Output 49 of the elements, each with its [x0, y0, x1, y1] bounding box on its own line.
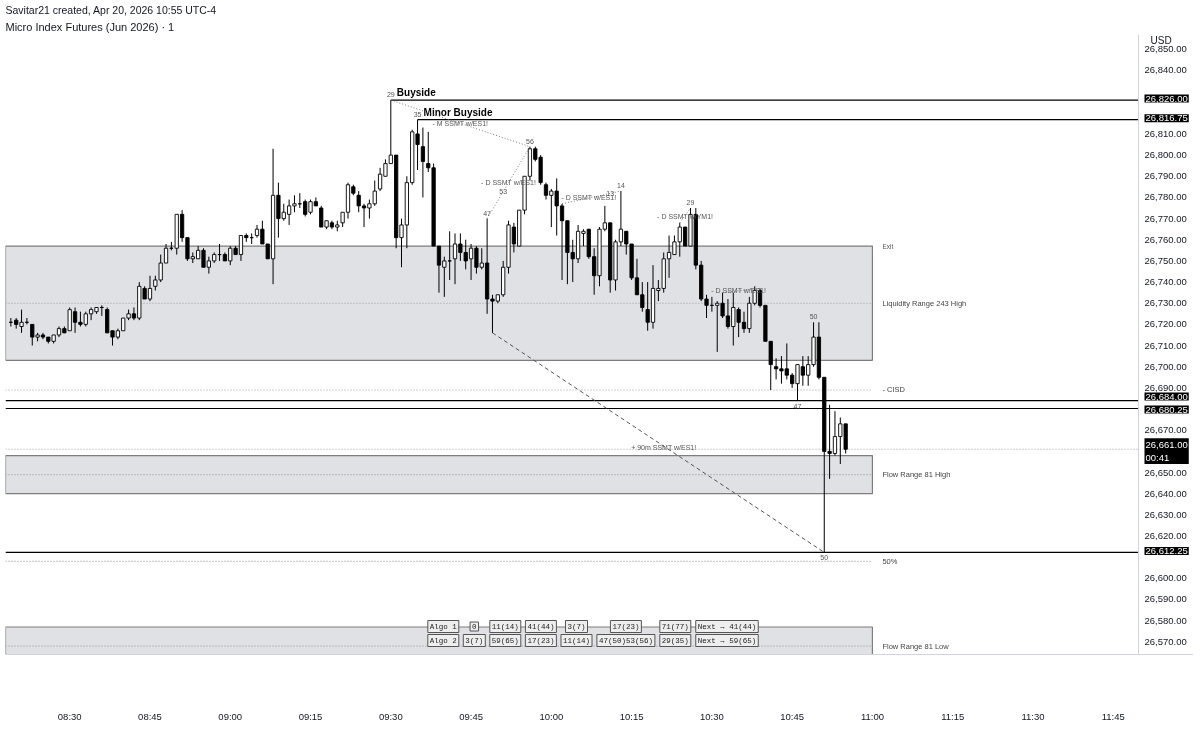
- y-tick-label: 26,800.00: [1144, 149, 1187, 161]
- chart-title: Micro Index Futures (Jun 2026) · 1: [5, 20, 175, 33]
- y-tick-label: 26,590.00: [1144, 593, 1187, 605]
- y-tick-label: 26,760.00: [1144, 233, 1187, 245]
- y-tick-label: 26,730.00: [1144, 297, 1187, 309]
- y-tick-label: 26,790.00: [1144, 170, 1187, 182]
- x-tick-label: 10:30: [699, 710, 724, 722]
- y-tick-label: 26,661.00 00:41: [1145, 439, 1188, 463]
- y-tick-label: 26,620.00: [1144, 530, 1187, 541]
- y-tick-label: 26,700.00: [1144, 360, 1187, 372]
- y-tick-label: 26,680.25: [1145, 403, 1188, 415]
- y-tick-label: 26,780.00: [1144, 191, 1187, 203]
- y-tick-label: 26,770.00: [1144, 212, 1187, 224]
- y-tick-label: 26,840.00: [1144, 64, 1187, 76]
- y-tick-label: 26,850.00: [1144, 43, 1187, 55]
- x-tick-label: 11:00: [860, 710, 884, 722]
- ref-line-label: Buyside: [396, 87, 437, 99]
- chart-subtitle: Savitar21 created, Apr 20, 2026 10:55 UTC-4: [5, 3, 217, 16]
- y-tick-label: 26,720.00: [1144, 318, 1187, 330]
- y-tick-label: 26,810.00: [1144, 127, 1187, 139]
- x-tick-label: 10:45: [780, 710, 805, 722]
- x-tick-label: 09:15: [298, 710, 323, 722]
- y-tick-label: 26,600.00: [1144, 572, 1187, 584]
- y-tick-label: 26,690.00: [1144, 381, 1187, 393]
- y-tick-label: 26,826.00: [1145, 92, 1188, 104]
- x-tick-label: 08:45: [138, 710, 162, 722]
- x-tick-label: 09:00: [218, 710, 243, 722]
- y-tick-label: 26,670.00: [1144, 424, 1187, 436]
- y-tick-label: 26,710.00: [1144, 339, 1187, 351]
- y-tick-label: 26,750.00: [1144, 254, 1187, 266]
- x-tick-label: 11:30: [1021, 710, 1045, 722]
- y-tick-label: 26,650.00: [1144, 466, 1187, 478]
- y-tick-label: 26,740.00: [1144, 276, 1187, 288]
- x-tick-label: 10:15: [619, 710, 644, 722]
- x-tick-label: 09:30: [378, 710, 403, 722]
- y-tick-label: 26,580.00: [1144, 614, 1187, 626]
- x-tick-label: 10:00: [539, 710, 564, 722]
- y-tick-label: 26,684.00: [1145, 390, 1188, 402]
- y-tick-label: 26,816.75: [1145, 112, 1188, 124]
- ref-line-label: Minor Buyside: [423, 106, 493, 118]
- y-tick-label: 26,612.25: [1145, 544, 1188, 556]
- x-tick-label: 08:30: [57, 710, 82, 722]
- x-tick-label: 11:15: [941, 710, 965, 722]
- x-tick-label: 11:45: [1101, 710, 1125, 722]
- x-tick-label: 09:45: [459, 710, 483, 722]
- y-tick-label: 26,630.00: [1144, 508, 1187, 520]
- y-tick-label: 26,640.00: [1144, 487, 1187, 499]
- y-tick-label: 26,570.00: [1144, 635, 1187, 647]
- y-axis-title: USD: [1150, 35, 1172, 46]
